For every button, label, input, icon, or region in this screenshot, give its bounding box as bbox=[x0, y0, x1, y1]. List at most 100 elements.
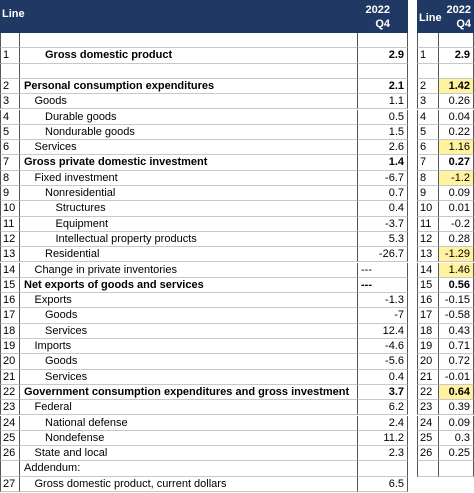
line-number: 17 bbox=[417, 308, 439, 324]
line-number: 7 bbox=[0, 155, 20, 171]
row-label: Federal bbox=[20, 400, 358, 416]
line-number: 6 bbox=[417, 140, 439, 156]
period-header: 2022 Q4 bbox=[447, 3, 471, 31]
row-label: Residential bbox=[20, 247, 358, 263]
line-number: 12 bbox=[417, 231, 439, 248]
contribution-value: -0.2 bbox=[439, 216, 474, 232]
line-number: 7 bbox=[417, 155, 439, 171]
line-number: 16 bbox=[417, 293, 439, 309]
line-number: 17 bbox=[0, 308, 20, 324]
line-number: 23 bbox=[417, 400, 439, 416]
left-header: Line 2022 Q4 bbox=[0, 0, 408, 33]
line-header: Line bbox=[419, 12, 442, 24]
contribution-value: -0.58 bbox=[439, 308, 474, 324]
line-number: 2 bbox=[417, 78, 439, 95]
period-header: 2022 Q4 bbox=[366, 3, 390, 31]
row-value: 12.4 bbox=[358, 323, 408, 339]
empty-cell bbox=[20, 33, 358, 49]
row-label: Equipment bbox=[20, 216, 358, 232]
empty-cell bbox=[417, 63, 439, 79]
row-value: 11.2 bbox=[358, 430, 408, 447]
row-value: 0.4 bbox=[358, 201, 408, 217]
line-header: Line bbox=[2, 8, 25, 20]
row-value: 6.2 bbox=[358, 400, 408, 416]
empty-cell bbox=[358, 33, 408, 49]
row-label: Durable goods bbox=[20, 109, 358, 125]
contribution-value: 0.28 bbox=[439, 231, 474, 248]
row-label: Net exports of goods and services bbox=[20, 277, 358, 294]
row-value: 3.7 bbox=[358, 384, 408, 401]
line-number: 24 bbox=[0, 415, 20, 431]
row-value: -3.7 bbox=[358, 216, 408, 232]
contribution-value: 0.22 bbox=[439, 124, 474, 141]
line-number: 19 bbox=[0, 339, 20, 355]
contribution-value: 0.09 bbox=[439, 186, 474, 202]
empty-cell bbox=[0, 63, 20, 79]
line-number: 25 bbox=[0, 430, 20, 447]
row-value: 2.1 bbox=[358, 78, 408, 95]
empty-cell bbox=[439, 33, 474, 49]
empty-cell bbox=[417, 461, 439, 477]
row-label: Imports bbox=[20, 339, 358, 355]
contribution-value: -1.2 bbox=[439, 170, 474, 186]
row-label: Nondurable goods bbox=[20, 124, 358, 141]
row-value: -1.3 bbox=[358, 293, 408, 309]
contribution-value: 0.26 bbox=[439, 94, 474, 110]
line-number: 20 bbox=[0, 354, 20, 370]
contribution-value: 0.25 bbox=[439, 446, 474, 462]
line-number: 27 bbox=[0, 476, 20, 492]
contribution-value: 0.43 bbox=[439, 323, 474, 339]
empty-cell bbox=[439, 461, 474, 477]
line-number: 10 bbox=[417, 201, 439, 217]
row-value: -6.7 bbox=[358, 170, 408, 186]
line-number bbox=[0, 461, 20, 477]
row-label: State and local bbox=[20, 446, 358, 462]
quarter: Q4 bbox=[375, 18, 390, 30]
contribution-value: 0.56 bbox=[439, 277, 474, 294]
line-number: 15 bbox=[0, 277, 20, 294]
row-label: Government consumption expenditures and … bbox=[20, 384, 358, 401]
line-number: 10 bbox=[0, 201, 20, 217]
row-value: 0.5 bbox=[358, 109, 408, 125]
line-number: 25 bbox=[417, 430, 439, 447]
row-label: Services bbox=[20, 369, 358, 385]
quarter: Q4 bbox=[456, 18, 471, 30]
line-number: 8 bbox=[417, 170, 439, 186]
empty-cell bbox=[20, 63, 358, 79]
line-number: 11 bbox=[0, 216, 20, 232]
contribution-value: 0.72 bbox=[439, 354, 474, 370]
line-number: 1 bbox=[417, 48, 439, 64]
row-label: Services bbox=[20, 140, 358, 156]
row-value bbox=[358, 461, 408, 477]
row-label: Structures bbox=[20, 201, 358, 217]
row-value: 0.7 bbox=[358, 186, 408, 202]
contribution-value: 1.42 bbox=[439, 78, 474, 95]
line-number: 3 bbox=[0, 94, 20, 110]
line-number: 21 bbox=[417, 369, 439, 385]
contribution-value: 0.3 bbox=[439, 430, 474, 447]
line-number: 9 bbox=[0, 186, 20, 202]
line-number: 22 bbox=[0, 384, 20, 401]
contribution-value: 0.71 bbox=[439, 339, 474, 355]
line-number: 13 bbox=[0, 247, 20, 263]
contribution-value: 0.04 bbox=[439, 109, 474, 125]
contribution-value: 0.39 bbox=[439, 400, 474, 416]
row-label: Addendum: bbox=[20, 461, 358, 477]
line-number: 18 bbox=[417, 323, 439, 339]
row-label: National defense bbox=[20, 415, 358, 431]
empty-cell bbox=[358, 63, 408, 79]
line-number: 2 bbox=[0, 78, 20, 95]
contribution-value: 1.46 bbox=[439, 262, 474, 278]
year: 2022 bbox=[446, 4, 471, 16]
row-label: Gross domestic product bbox=[20, 48, 358, 64]
contribution-value: 0.01 bbox=[439, 201, 474, 217]
row-value: 1.5 bbox=[358, 124, 408, 141]
row-label: Intellectual property products bbox=[20, 231, 358, 248]
row-label: Services bbox=[20, 323, 358, 339]
row-value: -7 bbox=[358, 308, 408, 324]
line-number: 14 bbox=[0, 262, 20, 278]
row-value: -5.6 bbox=[358, 354, 408, 370]
line-number: 16 bbox=[0, 293, 20, 309]
line-number: 4 bbox=[0, 109, 20, 125]
